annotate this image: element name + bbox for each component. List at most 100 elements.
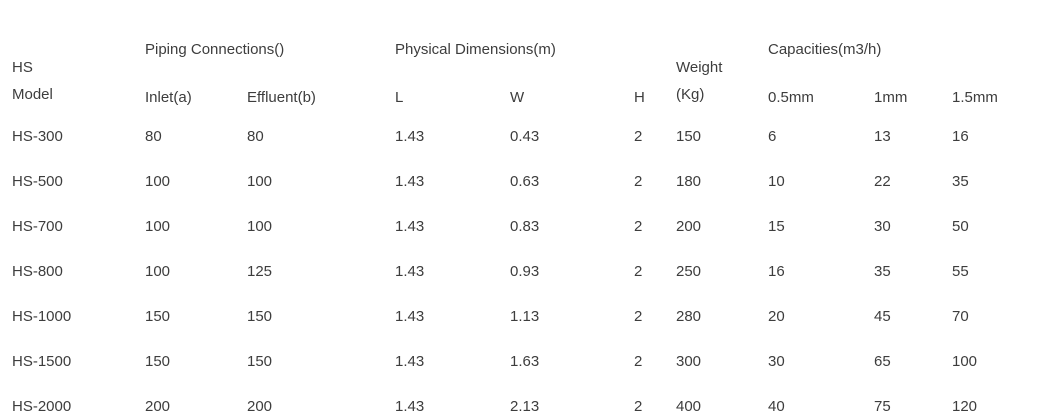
header-model-line2: Model <box>12 86 53 103</box>
value-cell: 2 <box>634 308 643 325</box>
value-cell: 22 <box>874 173 891 190</box>
value-cell: 2 <box>634 353 643 370</box>
value-cell: 45 <box>874 308 891 325</box>
value-cell: 16 <box>768 263 785 280</box>
header-height: H <box>634 89 645 106</box>
table-row: HS-1500 150 150 1.43 1.63 2 300 30 65 100 <box>0 339 1062 384</box>
value-cell: 150 <box>247 308 273 325</box>
value-cell: 75 <box>874 398 891 415</box>
value-cell: 0.93 <box>510 263 540 280</box>
value-cell: 0.83 <box>510 218 540 235</box>
value-cell: 280 <box>676 308 702 325</box>
header-capacity-15mm: 1.5mm <box>952 89 998 106</box>
value-cell: 1.43 <box>395 218 425 235</box>
header-width: W <box>510 89 525 106</box>
header-effluent: Effluent(b) <box>247 89 316 106</box>
table-row: HS-1000 150 150 1.43 1.13 2 280 20 45 70 <box>0 294 1062 339</box>
value-cell: 100 <box>952 353 978 370</box>
model-cell: HS-700 <box>12 218 63 235</box>
header-capacity-05mm: 0.5mm <box>768 89 814 106</box>
table-row: HS-800 100 125 1.43 0.93 2 250 16 35 55 <box>0 249 1062 294</box>
value-cell: 2 <box>634 128 643 145</box>
table-row: HS-500 100 100 1.43 0.63 2 180 10 22 35 <box>0 159 1062 204</box>
header-weight-line2: (Kg) <box>676 86 705 103</box>
value-cell: 1.43 <box>395 353 425 370</box>
header-group-capacities: Capacities(m3/h) <box>768 41 882 58</box>
header-length: L <box>395 89 404 106</box>
value-cell: 100 <box>145 173 171 190</box>
value-cell: 200 <box>247 398 273 415</box>
value-cell: 100 <box>247 173 273 190</box>
value-cell: 2 <box>634 173 643 190</box>
value-cell: 1.43 <box>395 128 425 145</box>
value-cell: 30 <box>768 353 785 370</box>
value-cell: 180 <box>676 173 702 190</box>
value-cell: 50 <box>952 218 969 235</box>
header-model: HS Model <box>0 0 145 114</box>
value-cell: 1.43 <box>395 398 425 415</box>
model-cell: HS-1500 <box>12 353 72 370</box>
model-cell: HS-300 <box>12 128 63 145</box>
value-cell: 16 <box>952 128 969 145</box>
model-cell: HS-1000 <box>12 308 72 325</box>
value-cell: 35 <box>874 263 891 280</box>
value-cell: 100 <box>247 218 273 235</box>
value-cell: 150 <box>247 353 273 370</box>
value-cell: 300 <box>676 353 702 370</box>
value-cell: 40 <box>768 398 785 415</box>
model-cell: HS-800 <box>12 263 63 280</box>
value-cell: 150 <box>145 353 171 370</box>
value-cell: 0.63 <box>510 173 540 190</box>
table-row: HS-2000 200 200 1.43 2.13 2 400 40 75 120 <box>0 384 1062 416</box>
header-weight: Weight (Kg) <box>676 0 768 114</box>
value-cell: 30 <box>874 218 891 235</box>
header-inlet: Inlet(a) <box>145 89 192 106</box>
value-cell: 13 <box>874 128 891 145</box>
value-cell: 1.43 <box>395 173 425 190</box>
model-cell: HS-500 <box>12 173 63 190</box>
table-header: HS Model Piping Connections() Physical D… <box>0 0 1062 114</box>
value-cell: 400 <box>676 398 702 415</box>
header-group-row: HS Model Piping Connections() Physical D… <box>0 0 1062 103</box>
value-cell: 100 <box>145 263 171 280</box>
header-weight-line1: Weight <box>676 59 723 76</box>
table-body: HS-300 80 80 1.43 0.43 2 150 6 13 16 HS-500 100 100 1… <box>0 114 1062 416</box>
value-cell: 35 <box>952 173 969 190</box>
table-row: HS-700 100 100 1.43 0.83 2 200 15 30 50 <box>0 204 1062 249</box>
value-cell: 200 <box>145 398 171 415</box>
value-cell: 1.43 <box>395 308 425 325</box>
value-cell: 0.43 <box>510 128 540 145</box>
value-cell: 2 <box>634 218 643 235</box>
value-cell: 15 <box>768 218 785 235</box>
value-cell: 80 <box>247 128 264 145</box>
value-cell: 20 <box>768 308 785 325</box>
value-cell: 10 <box>768 173 785 190</box>
value-cell: 65 <box>874 353 891 370</box>
value-cell: 2.13 <box>510 398 540 415</box>
value-cell: 150 <box>145 308 171 325</box>
header-group-dimensions: Physical Dimensions(m) <box>395 41 556 58</box>
header-sub-row: Inlet(a) Effluent(b) L W H 0.5mm 1mm 1.5… <box>0 64 1062 114</box>
value-cell: 70 <box>952 308 969 325</box>
value-cell: 1.43 <box>395 263 425 280</box>
value-cell: 120 <box>952 398 978 415</box>
value-cell: 150 <box>676 128 702 145</box>
header-model-line1: HS <box>12 59 33 76</box>
value-cell: 2 <box>634 263 643 280</box>
model-cell: HS-2000 <box>12 398 72 415</box>
value-cell: 125 <box>247 263 273 280</box>
table-row: HS-300 80 80 1.43 0.43 2 150 6 13 16 <box>0 114 1062 159</box>
value-cell: 1.13 <box>510 308 540 325</box>
value-cell: 80 <box>145 128 162 145</box>
value-cell: 250 <box>676 263 702 280</box>
header-capacity-1mm: 1mm <box>874 89 908 106</box>
value-cell: 1.63 <box>510 353 540 370</box>
value-cell: 100 <box>145 218 171 235</box>
value-cell: 55 <box>952 263 969 280</box>
value-cell: 2 <box>634 398 643 415</box>
header-group-piping: Piping Connections() <box>145 41 285 58</box>
value-cell: 200 <box>676 218 702 235</box>
value-cell: 6 <box>768 128 777 145</box>
